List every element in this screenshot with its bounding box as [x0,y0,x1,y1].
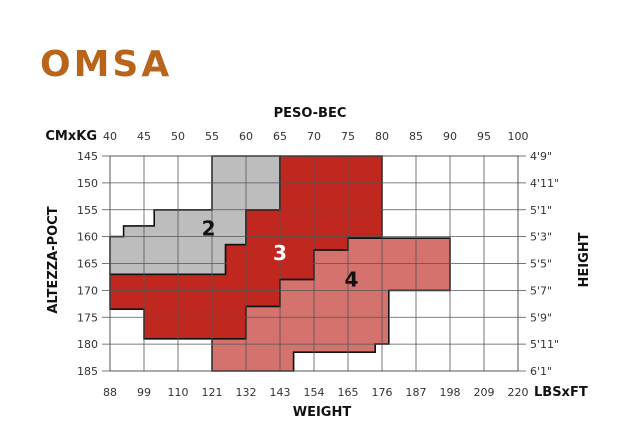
bottom-tick-label: 132 [236,386,257,399]
top-tick-label: 80 [375,130,389,143]
top-tick-label: 70 [307,130,321,143]
right-tick-label: 6'1" [530,365,552,378]
top-axis-title: PESO-BEC [274,106,347,121]
left-axis-title: ALTEZZA-POCT [46,206,61,313]
size-label-4: 4 [344,268,358,292]
left-axis-ticks: 145 150 155 160 165 170 175 180 185 [77,150,110,378]
omsa-logo: OMSA [40,44,172,85]
right-tick-label: 5'7" [530,284,552,297]
bottom-tick-label: 99 [137,386,151,399]
right-axis-ticks: 4'9" 4'11" 5'1" 5'3" 5'5" 5'7" 5'9" 5'11" 6'1" [518,150,559,378]
right-tick-label: 5'1" [530,204,552,217]
left-tick-label: 185 [77,365,98,378]
bottom-tick-label: 187 [406,386,427,399]
left-tick-label: 165 [77,258,98,271]
top-tick-label: 95 [477,130,491,143]
size-label-2: 2 [202,217,216,241]
right-tick-label: 5'5" [530,258,552,271]
bottom-tick-label: 209 [474,386,495,399]
left-tick-label: 145 [77,150,98,163]
bottom-axis-ticks: 88 99 110 121 132 143 154 165 176 187 198 209 220 [103,386,529,399]
size-labels: 2 3 4 [202,217,359,292]
bottom-tick-label: 176 [372,386,393,399]
chart-grid [109,155,519,372]
right-tick-label: 5'11" [530,338,559,351]
top-tick-label: 100 [508,130,529,143]
left-tick-label: 155 [77,204,98,217]
right-axis-title: HEIGHT [577,232,592,287]
right-tick-label: 5'3" [530,231,552,244]
bottom-tick-label: 220 [508,386,529,399]
top-axis-ticks: 40 45 50 55 60 65 70 75 80 85 90 95 100 [103,130,529,143]
top-tick-label: 85 [409,130,423,143]
left-tick-label: 180 [77,338,98,351]
left-tick-label: 150 [77,177,98,190]
left-tick-label: 175 [77,311,98,324]
right-tick-label: 4'9" [530,150,552,163]
bottom-tick-label: 143 [270,386,291,399]
bottom-tick-label: 121 [202,386,223,399]
top-tick-label: 90 [443,130,457,143]
top-tick-label: 50 [171,130,185,143]
logo-text: OMSA [40,44,172,85]
right-tick-label: 5'9" [530,311,552,324]
right-tick-label: 4'11" [530,177,559,190]
top-tick-label: 75 [341,130,355,143]
bottom-axis-title: WEIGHT [293,405,352,420]
top-tick-label: 55 [205,130,219,143]
top-tick-label: 60 [239,130,253,143]
left-tick-label: 160 [77,231,98,244]
bottom-tick-label: 88 [103,386,117,399]
bottom-tick-label: 154 [304,386,325,399]
top-tick-label: 65 [273,130,287,143]
top-tick-label: 45 [137,130,151,143]
top-axis-unit-label: CMxKG [45,129,97,144]
left-tick-label: 170 [77,284,98,297]
bottom-tick-label: 198 [440,386,461,399]
bottom-tick-label: 110 [168,386,189,399]
size-label-3: 3 [273,241,287,265]
bottom-axis-unit-label: LBSxFT [534,385,588,400]
bottom-tick-label: 165 [338,386,359,399]
top-tick-label: 40 [103,130,117,143]
